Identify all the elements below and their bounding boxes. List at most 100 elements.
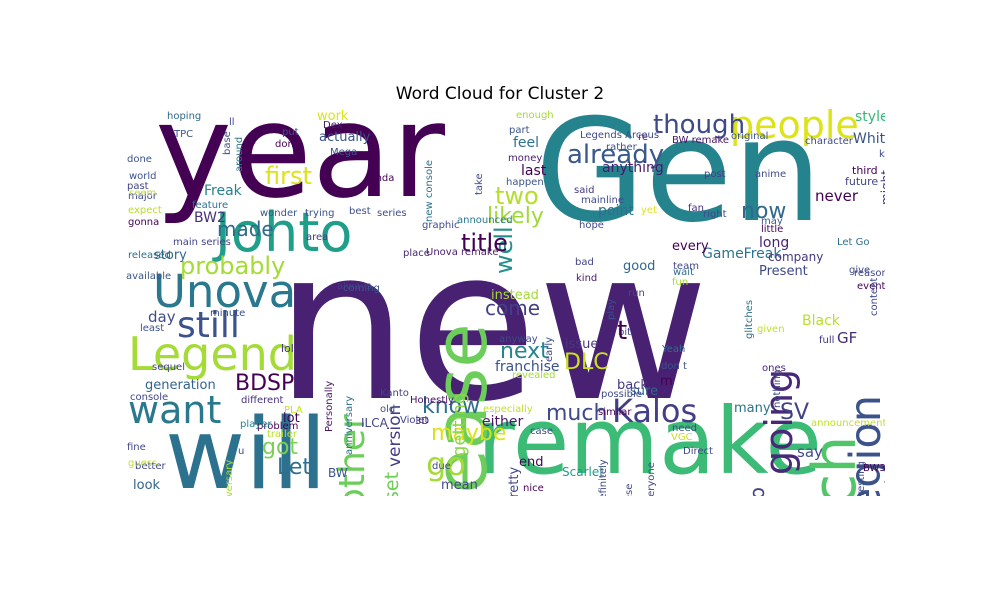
word-put: put — [282, 127, 299, 138]
word-good: good — [623, 259, 656, 274]
word-hope: hope — [579, 220, 604, 231]
word-nothing: nothing — [772, 369, 783, 408]
word-every: every — [672, 239, 709, 254]
word-feature: feature — [192, 200, 229, 211]
word-dont: dont — [275, 139, 298, 150]
word-money: money — [508, 153, 543, 164]
word-happen: happen — [506, 177, 544, 188]
word-always: always — [337, 281, 372, 292]
word-said: said — [574, 185, 595, 196]
word-best: best — [349, 206, 371, 217]
word-expect: expect — [128, 205, 162, 216]
word-got: got — [262, 435, 299, 460]
word-bit: bit — [618, 327, 632, 338]
word-day: day — [148, 308, 176, 326]
word-anime: anime — [755, 169, 787, 180]
word-long: long — [759, 235, 790, 251]
word-anniversary: anniversary — [344, 395, 355, 455]
word-may: may — [761, 216, 783, 227]
word-lot: lot — [283, 411, 300, 426]
word-run: run — [628, 288, 645, 299]
word-might: might — [879, 170, 885, 205]
word-area: area — [306, 232, 329, 243]
word-main-series: main series — [173, 237, 231, 248]
word-issue: issue — [565, 337, 599, 352]
word-need: need — [672, 423, 697, 434]
word-similar: similar — [598, 407, 632, 418]
word-bdsp: BDSP — [235, 371, 295, 396]
word-go: go — [426, 445, 466, 483]
word-gamefreak: GameFreak — [702, 246, 782, 262]
word-sure: sure — [630, 384, 659, 399]
word-new-console: new console — [424, 159, 435, 222]
word-ones: ones — [762, 363, 786, 374]
word-mega: Mega — [330, 147, 358, 158]
word-released: released — [128, 250, 171, 261]
word-direct: Direct — [683, 446, 713, 457]
word-third: third — [852, 164, 878, 177]
word-new: new — [275, 203, 710, 448]
word-come: come — [485, 296, 541, 320]
word-unova: Unova — [153, 265, 297, 318]
word-personally: Personally — [324, 380, 335, 432]
word-title: title — [461, 229, 508, 257]
word-trying: trying — [305, 208, 335, 219]
word-player: player — [240, 419, 272, 430]
word-let-go: Let Go — [837, 237, 870, 248]
word-anyway: anyway — [499, 334, 538, 345]
word-enough: enough — [516, 110, 554, 121]
word-kanto: Kanto — [380, 388, 409, 399]
word-past: past — [127, 181, 149, 192]
word-old: old — [380, 404, 396, 415]
word-now: now — [741, 199, 787, 224]
chart-title: Word Cloud for Cluster 2 — [395, 84, 605, 104]
word-kinda: kinda — [367, 173, 395, 184]
word-white: White — [853, 131, 885, 147]
word-ilca: ILCA — [361, 416, 388, 430]
word-revealed: revealed — [512, 370, 556, 381]
word-kalos: Kalos — [612, 392, 698, 430]
word-never: never — [815, 187, 859, 205]
word-already: already — [567, 140, 665, 170]
word-remake: remake — [477, 388, 822, 495]
word-least: least — [140, 323, 165, 334]
word-seem: seem — [129, 188, 157, 199]
word-nintendo: Nintendo — [745, 487, 769, 496]
word-scarlet: Scarlet — [562, 465, 604, 479]
word-though: though — [653, 110, 746, 140]
word-instead: instead — [491, 288, 539, 303]
word-given: given — [757, 324, 785, 335]
word-gonna: gonna — [128, 217, 160, 228]
word-sequel: sequel — [152, 362, 185, 373]
word-base: base — [222, 131, 233, 155]
word-pla: PLA — [284, 405, 303, 416]
word-dex: Dex — [323, 120, 343, 131]
word-say: say — [797, 443, 823, 461]
word-re: re — [638, 132, 649, 143]
word-u: u — [238, 446, 245, 457]
word-story: story — [154, 248, 187, 263]
word-bad: bad — [575, 257, 594, 268]
word-yeah: Yeah — [662, 344, 686, 355]
word-bw2: BW2 — [194, 210, 226, 226]
word-available: available — [126, 271, 172, 282]
word-different: different — [241, 395, 284, 406]
word-legends-arceus: Legends Arceus — [580, 130, 660, 141]
word-likely: likely — [487, 204, 544, 229]
word-set: set — [381, 472, 403, 496]
word-m: m — [660, 374, 673, 389]
word-everyone: everyone — [646, 462, 657, 496]
word-problem: problem — [257, 421, 299, 432]
word-probably: probably — [180, 252, 286, 280]
word-mainline: mainline — [581, 195, 625, 206]
word-will: will — [165, 398, 327, 496]
word-lol: lol — [281, 342, 294, 355]
word-let: Let — [277, 455, 312, 480]
word-due: due — [432, 461, 451, 472]
word-style: style — [855, 109, 885, 125]
word-early: early — [544, 336, 555, 362]
word-place: place — [403, 248, 430, 259]
word-bw: BW — [328, 466, 348, 480]
word-actually: actually — [319, 130, 371, 145]
word-keep: keep — [879, 149, 885, 160]
